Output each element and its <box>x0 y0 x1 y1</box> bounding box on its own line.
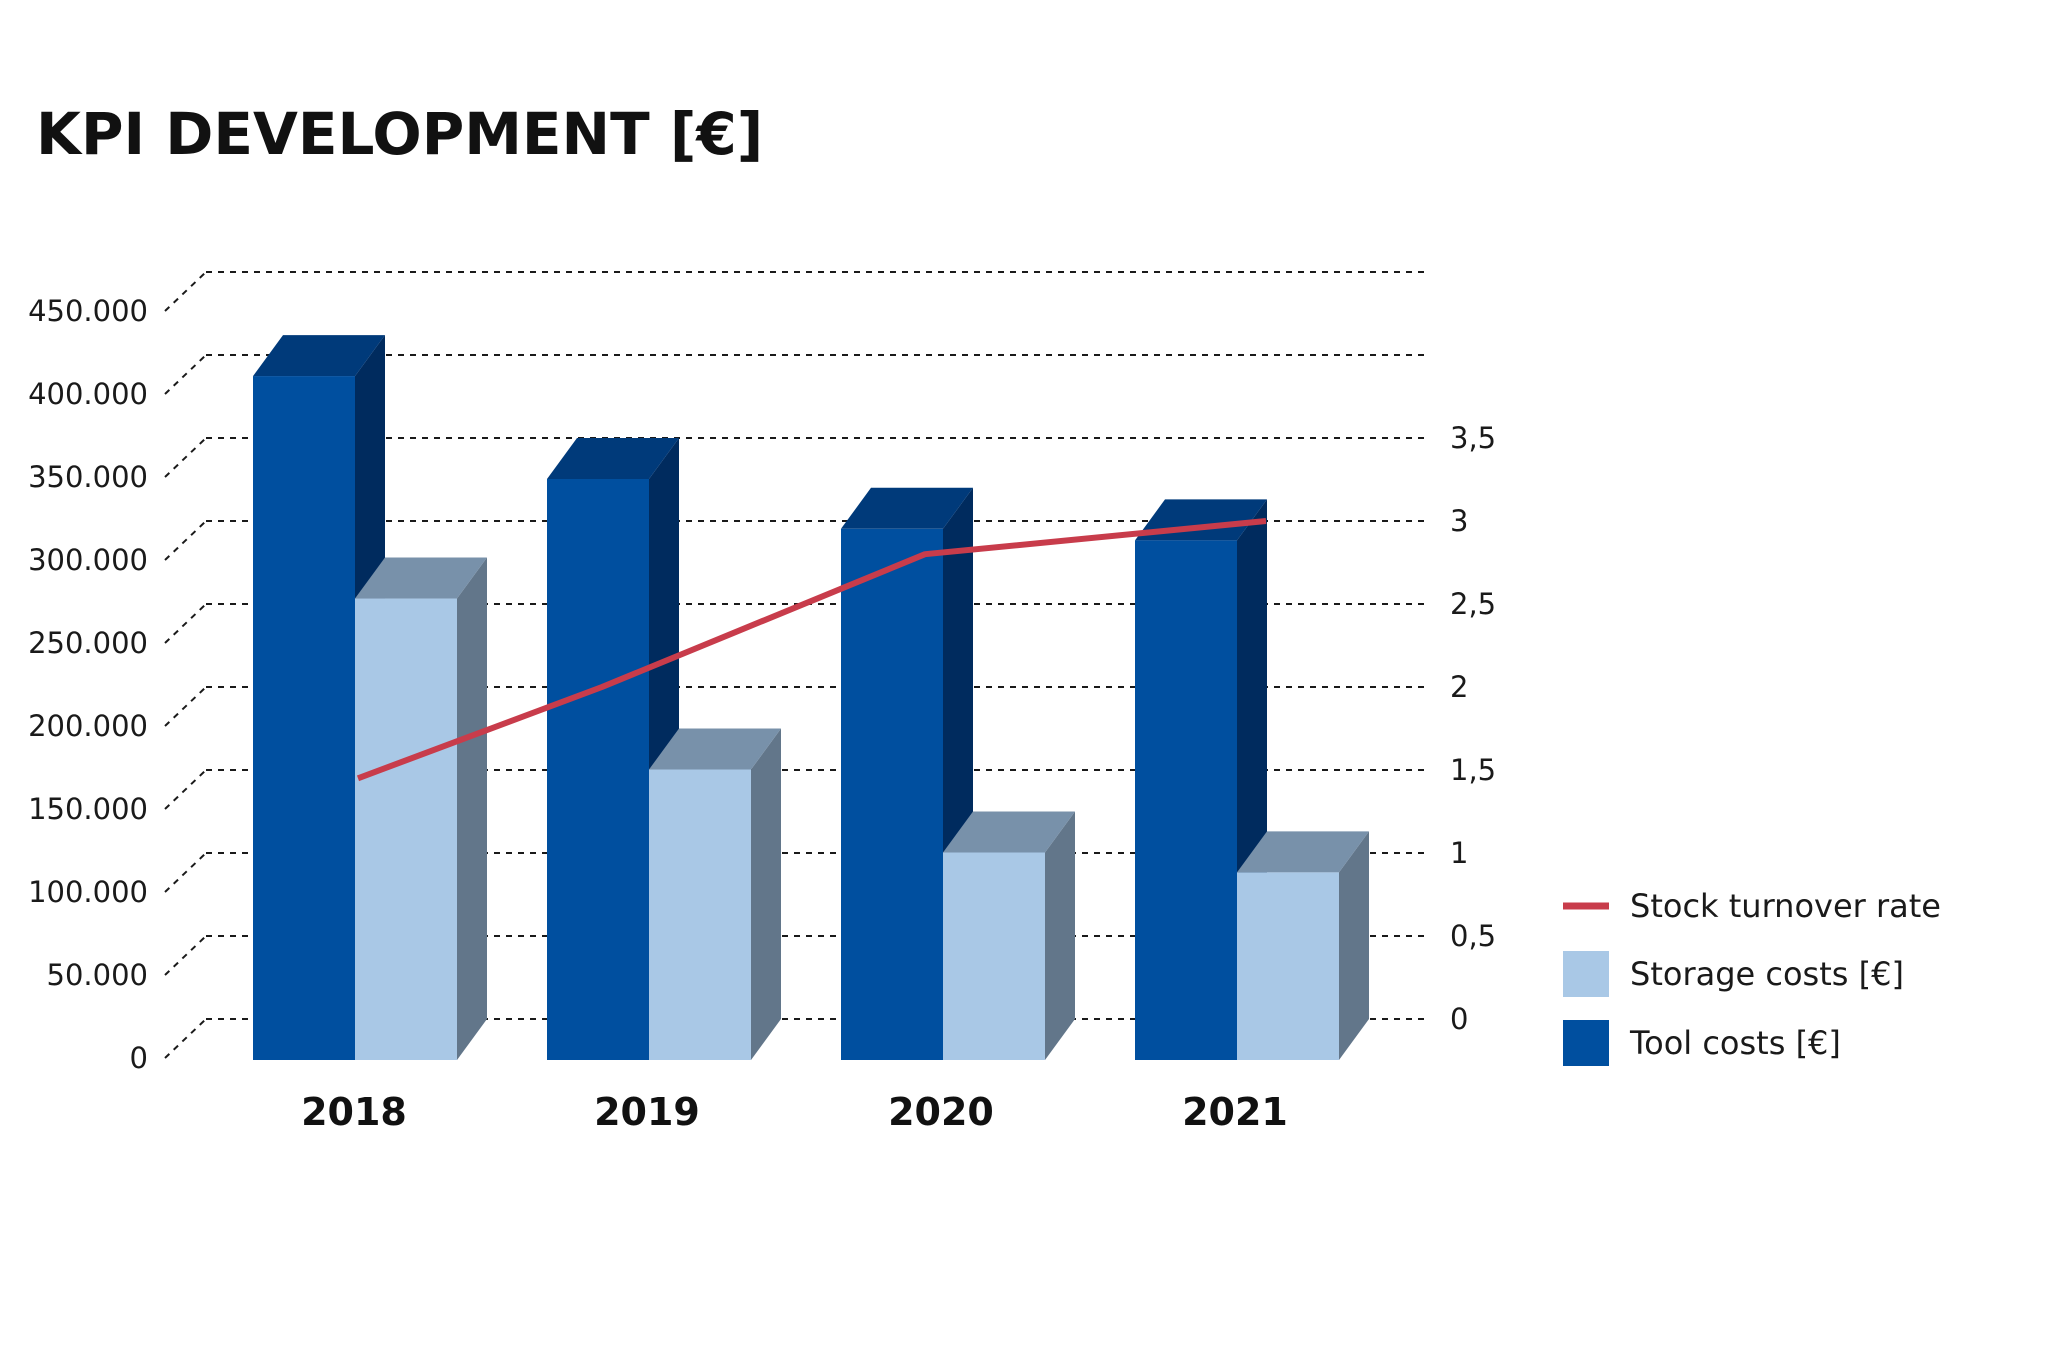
bar-front <box>1237 872 1339 1060</box>
left-tick-label: 50.000 <box>47 958 148 992</box>
bar-storage-costs-2019 <box>649 728 781 1060</box>
left-tick-label: 300.000 <box>28 543 148 577</box>
right-axis: 0 0,5 1 1,5 2 2,5 3 3,5 <box>1450 421 1496 1036</box>
left-tick-label: 400.000 <box>28 377 148 411</box>
right-tick-label: 0,5 <box>1450 919 1496 953</box>
bar-storage-costs-2021 <box>1237 831 1369 1060</box>
right-tick-label: 3 <box>1450 504 1468 538</box>
bar-top <box>841 487 973 529</box>
grid-diagonal <box>164 769 207 810</box>
bar-top <box>253 335 385 377</box>
bar-front <box>253 376 355 1061</box>
grid-diagonal <box>164 603 207 644</box>
legend: Stock turnover rate Storage costs [€] Tool… <box>1563 887 1941 1066</box>
grid-lines <box>164 271 1428 1059</box>
bar-front <box>355 598 457 1060</box>
bar-front <box>943 852 1045 1060</box>
grid-diagonal <box>164 354 207 395</box>
right-tick-label: 0 <box>1450 1002 1468 1036</box>
right-tick-label: 3,5 <box>1450 421 1496 455</box>
bar-side <box>1339 831 1369 1060</box>
bar-tool-costs-2021 <box>1135 499 1267 1060</box>
right-tick-label: 1,5 <box>1450 753 1496 787</box>
right-tick-label: 2 <box>1450 670 1468 704</box>
legend-label: Stock turnover rate <box>1630 887 1941 925</box>
category-labels: 2018 2019 2020 2021 <box>301 1090 1288 1134</box>
category-label-2020: 2020 <box>888 1090 994 1134</box>
bar-side <box>1045 811 1075 1060</box>
right-tick-label: 2,5 <box>1450 587 1496 621</box>
legend-item: Stock turnover rate <box>1563 887 1941 925</box>
bar-storage-costs-2020 <box>943 811 1075 1060</box>
bar-front <box>649 769 751 1060</box>
left-axis: 0 50.000 100.000 150.000 200.000 250.000 300.0… <box>28 294 148 1075</box>
legend-item: Tool costs [€] <box>1563 1020 1841 1066</box>
bar-storage-costs-2018 <box>355 557 487 1060</box>
bar-side <box>751 728 781 1060</box>
bar-top <box>1237 831 1369 873</box>
left-tick-label: 100.000 <box>28 875 148 909</box>
grid-diagonal <box>164 1018 207 1059</box>
left-tick-label: 0 <box>130 1041 148 1075</box>
legend-label: Tool costs [€] <box>1629 1024 1841 1062</box>
bar-front <box>841 528 943 1060</box>
bar-top <box>649 728 781 770</box>
bar-top <box>355 557 487 599</box>
bars <box>253 335 1369 1061</box>
grid-diagonal <box>164 686 207 727</box>
bar-side <box>457 557 487 1060</box>
bar-front <box>547 479 649 1060</box>
left-tick-label: 150.000 <box>28 792 148 826</box>
bar-top <box>547 438 679 479</box>
series-line-stock-turnover-rate <box>356 518 1267 782</box>
chart-title: KPI DEVELOPMENT [€] <box>36 100 764 168</box>
legend-swatch-box <box>1563 951 1609 997</box>
left-tick-label: 350.000 <box>28 460 148 494</box>
category-label-2018: 2018 <box>301 1090 407 1134</box>
grid-diagonal <box>164 520 207 561</box>
left-tick-label: 450.000 <box>28 294 148 328</box>
grid-diagonal <box>164 935 207 976</box>
bar-top <box>943 811 1075 853</box>
grid-diagonal <box>164 437 207 478</box>
bar-front <box>1135 540 1237 1060</box>
right-tick-label: 1 <box>1450 836 1468 870</box>
turnover-line <box>356 518 1267 782</box>
bar-tool-costs-2020 <box>841 487 973 1060</box>
left-tick-label: 250.000 <box>28 626 148 660</box>
legend-swatch-box <box>1563 1020 1609 1066</box>
legend-item: Storage costs [€] <box>1563 951 1904 997</box>
category-label-2019: 2019 <box>594 1090 700 1134</box>
left-tick-label: 200.000 <box>28 709 148 743</box>
grid-diagonal <box>164 271 207 312</box>
legend-label: Storage costs [€] <box>1630 955 1904 993</box>
grid-diagonal <box>164 852 207 893</box>
category-label-2021: 2021 <box>1182 1090 1288 1134</box>
